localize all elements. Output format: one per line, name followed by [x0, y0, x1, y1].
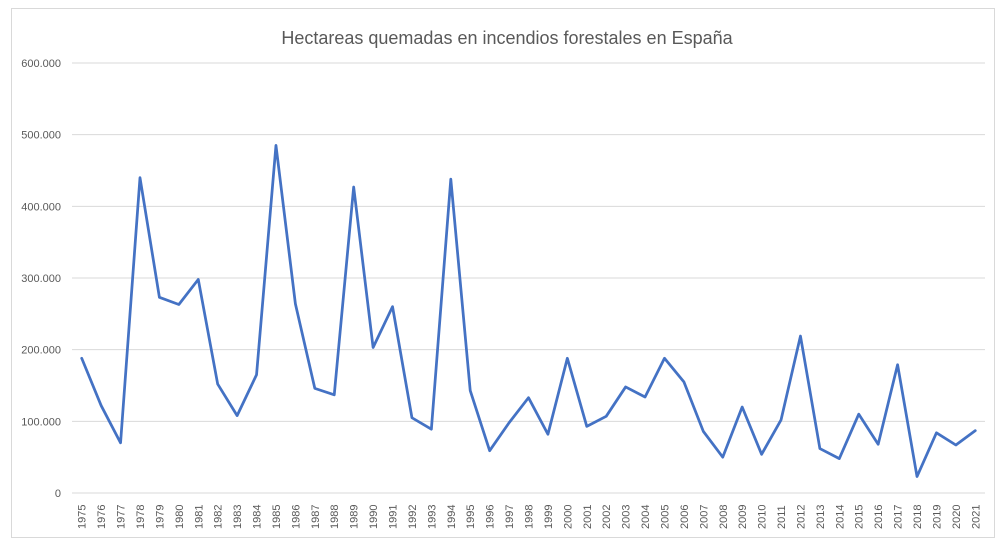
y-tick-label: 300.000	[21, 273, 61, 285]
chart-frame	[11, 8, 995, 538]
x-tick-label: 1995	[465, 505, 477, 529]
x-tick-label: 1988	[329, 505, 341, 529]
gridlines	[72, 62, 985, 494]
x-tick-label: 1983	[232, 505, 244, 529]
x-tick-label: 2004	[640, 505, 652, 529]
y-axis-tick-labels: 0 100.000 200.000 300.000 400.000 500.000 600.…	[21, 58, 61, 500]
x-tick-label: 1975	[77, 505, 89, 529]
x-tick-label: 2017	[893, 505, 905, 529]
series-line	[80, 144, 977, 478]
x-tick-label: 2020	[951, 505, 963, 529]
x-tick-label: 2001	[582, 505, 594, 529]
x-tick-label: 1999	[543, 505, 555, 529]
x-tick-label: 1989	[349, 505, 361, 529]
x-tick-label: 1984	[252, 505, 264, 529]
x-tick-label: 2018	[912, 505, 924, 529]
x-tick-label: 1980	[174, 505, 186, 529]
x-tick-label: 1987	[310, 505, 322, 529]
x-tick-label: 1993	[426, 505, 438, 529]
x-tick-label: 1979	[154, 505, 166, 529]
x-tick-label: 2003	[621, 505, 633, 529]
x-tick-label: 2010	[757, 505, 769, 529]
x-tick-label: 1981	[193, 505, 205, 529]
y-tick-label: 600.000	[21, 58, 61, 70]
x-tick-label: 1985	[271, 505, 283, 529]
chart-title: Hectareas quemadas en incendios forestal…	[281, 28, 733, 48]
x-tick-label: 2019	[931, 505, 943, 529]
y-tick-label: 400.000	[21, 201, 61, 213]
x-tick-label: 2002	[601, 505, 613, 529]
x-tick-label: 2014	[834, 505, 846, 529]
x-axis-tick-labels: 1975 1976 1977 1978 1979 1980 1981 1982 1983 1984…	[77, 505, 983, 529]
x-tick-label: 1976	[96, 505, 108, 529]
x-tick-label: 1990	[368, 505, 380, 529]
y-tick-label: 100.000	[21, 416, 61, 428]
x-tick-label: 1978	[135, 505, 147, 529]
x-tick-label: 2007	[698, 505, 710, 529]
x-tick-label: 2013	[815, 505, 827, 529]
x-tick-label: 2005	[659, 505, 671, 529]
x-tick-label: 1997	[504, 505, 516, 529]
series-layer	[80, 144, 977, 478]
x-tick-label: 1986	[290, 505, 302, 529]
x-tick-label: 2000	[562, 505, 574, 529]
x-tick-label: 2016	[873, 505, 885, 529]
x-tick-label: 1982	[213, 505, 225, 529]
y-tick-label: 500.000	[21, 130, 61, 142]
x-tick-label: 1996	[485, 505, 497, 529]
x-tick-label: 1977	[116, 505, 128, 529]
x-tick-label: 2009	[737, 505, 749, 529]
x-tick-label: 2012	[795, 505, 807, 529]
x-tick-label: 2006	[679, 505, 691, 529]
x-tick-label: 2021	[970, 505, 982, 529]
x-tick-label: 2015	[854, 505, 866, 529]
x-tick-label: 1998	[524, 505, 536, 529]
x-tick-label: 2008	[718, 505, 730, 529]
y-tick-label: 0	[55, 488, 61, 500]
x-tick-label: 1991	[388, 505, 400, 529]
x-tick-label: 1992	[407, 505, 419, 529]
y-tick-label: 200.000	[21, 345, 61, 357]
x-tick-label: 1994	[446, 505, 458, 529]
x-tick-label: 2011	[776, 505, 788, 529]
